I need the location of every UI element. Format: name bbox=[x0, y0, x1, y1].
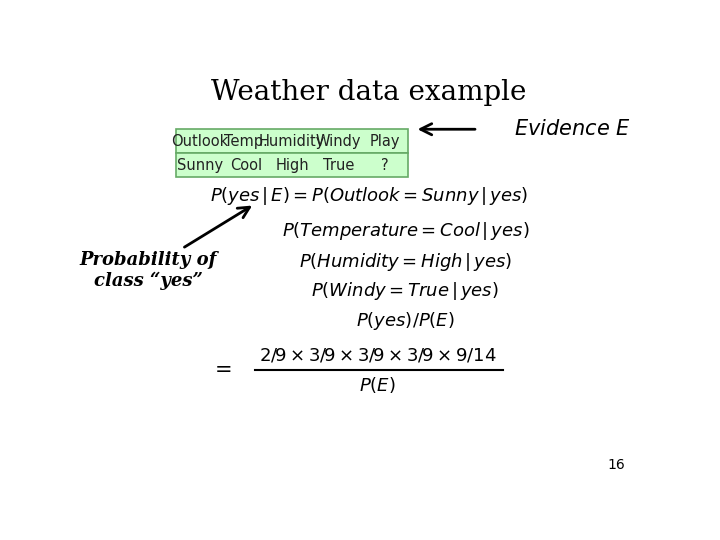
Text: $\mathit{Evidence\ E}$: $\mathit{Evidence\ E}$ bbox=[514, 119, 631, 139]
Text: $P(yes\,|\,E) = P(Outlook = Sunny\,|\,yes)$: $P(yes\,|\,E) = P(Outlook = Sunny\,|\,ye… bbox=[210, 185, 528, 207]
Text: Sunny: Sunny bbox=[176, 158, 222, 173]
Text: Humidity: Humidity bbox=[259, 134, 325, 149]
Text: Play: Play bbox=[369, 134, 400, 149]
Text: Windy: Windy bbox=[316, 134, 361, 149]
Bar bbox=[176, 153, 408, 178]
Text: Probability of
class “yes”: Probability of class “yes” bbox=[80, 251, 217, 290]
Text: Outlook: Outlook bbox=[171, 134, 228, 149]
Text: $=$: $=$ bbox=[210, 359, 232, 378]
Text: $P(Windy = True\,|\,yes)$: $P(Windy = True\,|\,yes)$ bbox=[312, 280, 499, 302]
Text: ?: ? bbox=[381, 158, 389, 173]
Text: True: True bbox=[323, 158, 354, 173]
Text: $2/9\times 3/9\times 3/9\times 3/9\times 9/14$: $2/9\times 3/9\times 3/9\times 3/9\times… bbox=[258, 347, 496, 365]
Text: $P(Temperature = Cool\,|\,yes)$: $P(Temperature = Cool\,|\,yes)$ bbox=[282, 220, 529, 242]
Text: Cool: Cool bbox=[230, 158, 262, 173]
Bar bbox=[176, 129, 408, 153]
Text: $P(Humidity = High\,|\,yes)$: $P(Humidity = High\,|\,yes)$ bbox=[299, 251, 512, 273]
Text: High: High bbox=[276, 158, 309, 173]
Text: $P(E)$: $P(E)$ bbox=[359, 375, 396, 395]
Text: Weather data example: Weather data example bbox=[211, 79, 527, 106]
Text: $P(yes) / P(E)$: $P(yes) / P(E)$ bbox=[356, 309, 454, 332]
Text: Temp.: Temp. bbox=[224, 134, 268, 149]
Text: 16: 16 bbox=[608, 458, 626, 472]
